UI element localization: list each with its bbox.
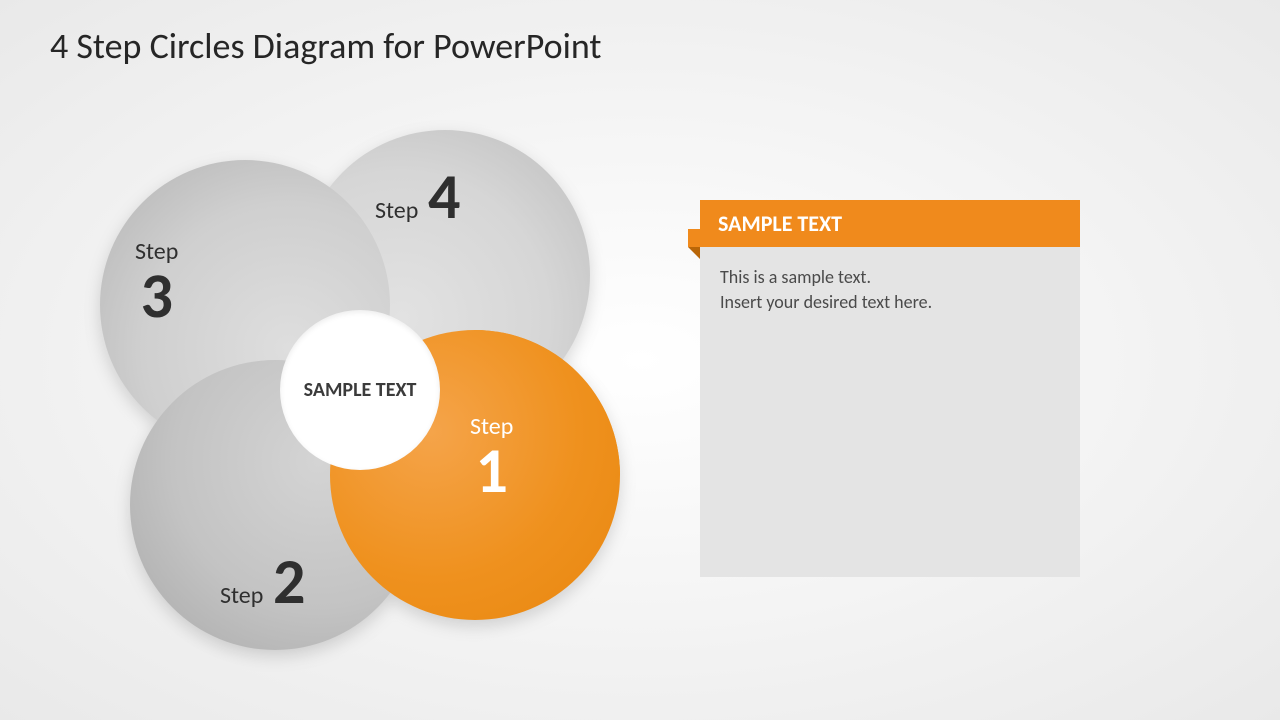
- page-title: 4 Step Circles Diagram for PowerPoint: [50, 24, 601, 68]
- step2-word: Step: [220, 581, 263, 610]
- label-step1: Step 1: [470, 415, 513, 503]
- step3-num: 3: [135, 264, 178, 328]
- textbox-body: This is a sample text. Insert your desir…: [700, 247, 1080, 577]
- circles-diagram: SAMPLE TEXT Step 4 Step 3 Step 2 Step 1: [100, 130, 620, 650]
- center-label: SAMPLE TEXT: [304, 378, 417, 402]
- center-circle: SAMPLE TEXT: [280, 310, 440, 470]
- step2-num: 2: [273, 550, 305, 614]
- description-textbox: SAMPLE TEXT This is a sample text. Inser…: [700, 200, 1080, 577]
- label-step4: Step 4: [375, 165, 460, 229]
- label-step2: Step 2: [220, 550, 305, 614]
- step4-word: Step: [375, 196, 418, 225]
- step1-num: 1: [470, 439, 513, 503]
- step4-num: 4: [428, 165, 460, 229]
- textbox-header: SAMPLE TEXT: [700, 200, 1080, 247]
- label-step3: Step 3: [135, 240, 178, 328]
